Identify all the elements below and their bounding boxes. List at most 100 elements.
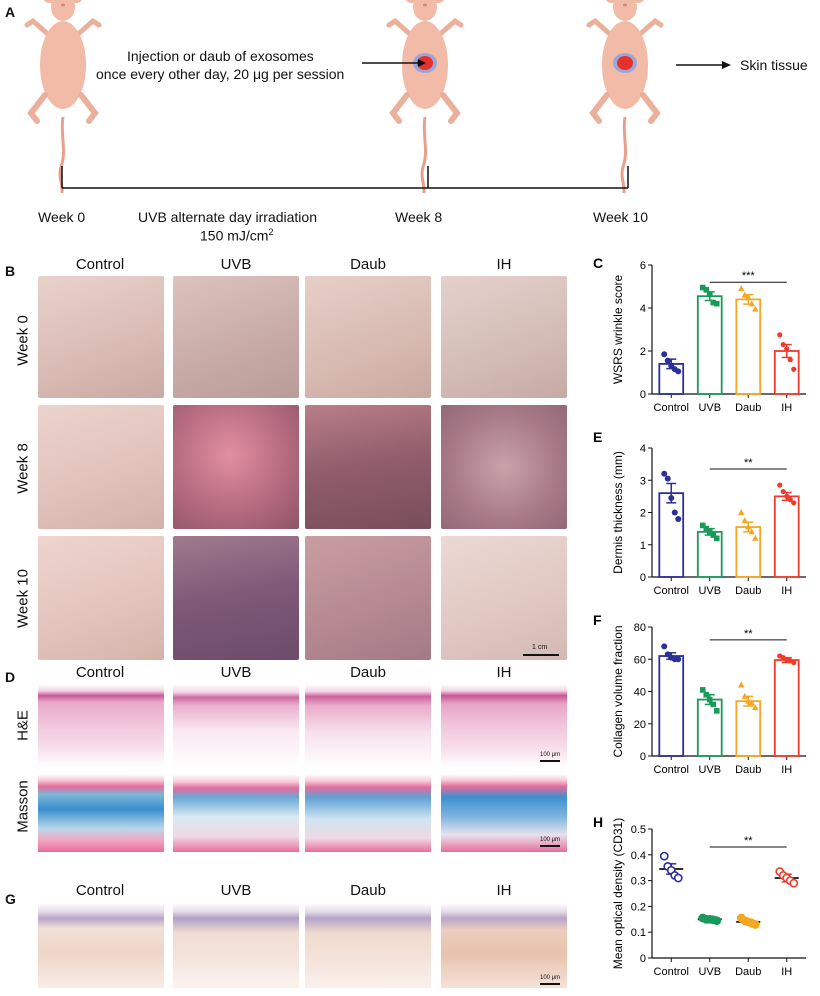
chart-e-ytick-label-3: 3	[640, 475, 646, 487]
chart-e-ytick-label-4: 4	[640, 443, 646, 455]
g-scale-label: 100 μm	[540, 975, 561, 981]
chart-c-point-daub-3	[748, 300, 755, 307]
chart-f-ylabel: Collagen volume fraction	[611, 625, 625, 757]
panel-b-letter: B	[5, 263, 16, 279]
photo-control-week0	[38, 276, 164, 398]
chart-c-point-uvb-4	[713, 300, 720, 307]
chart-f-xlabel-daub: Daub	[735, 764, 761, 776]
photo-ih-week10	[441, 536, 567, 660]
chart-e-xlabel-uvb: UVB	[698, 585, 721, 597]
b-col-daub: Daub	[350, 256, 386, 273]
chart-c-point-uvb-1	[703, 286, 710, 293]
chart-e-point-daub-1	[741, 517, 748, 524]
d-col-daub: Daub	[350, 664, 386, 681]
chart-e-point-ih-4	[791, 500, 797, 506]
week8-label: Week 8	[395, 209, 443, 225]
chart-c-point-ih-2	[784, 346, 790, 352]
chart-h-xlabel-uvb: UVB	[698, 966, 721, 978]
chart-h-point-control-0	[659, 851, 669, 861]
chart-c-point-control-4	[675, 368, 682, 375]
he-control	[38, 684, 164, 767]
chart-c-ytick-label-4: 4	[640, 303, 646, 315]
masson-control	[38, 774, 164, 852]
b-col-control: Control	[75, 256, 125, 273]
chart-c-bar-daub	[735, 298, 762, 395]
chart-f-point-uvb-2	[706, 696, 713, 703]
photo-control-week10	[38, 536, 164, 660]
b-scale-bar	[523, 654, 559, 656]
chart-c-point-control-1	[664, 357, 671, 364]
chart-c-ytick-label-6: 6	[640, 260, 646, 272]
photo-uvb-week8	[173, 405, 299, 529]
photo-ih-week8	[441, 405, 567, 529]
cd31-ih	[441, 903, 567, 988]
chart-c-bar-uvb	[696, 295, 723, 395]
chart-e-point-ih-3	[787, 497, 793, 503]
chart-c-point-ih-4	[791, 366, 797, 372]
chart-h-ytick-label-0: 0	[640, 953, 646, 965]
g-col-uvb: UVB	[220, 882, 252, 899]
chart-c-point-uvb-2	[706, 291, 713, 297]
chart-f-point-control-4	[675, 656, 682, 663]
chart-c-ytick-label-0: 0	[640, 389, 646, 401]
cd31-uvb	[173, 903, 299, 988]
chart-c-point-control-0	[661, 351, 668, 358]
masson-ih	[441, 774, 567, 852]
chart-f-xlabel-ih: IH	[781, 764, 792, 776]
b-col-ih: IH	[496, 256, 512, 273]
mouse-week10-icon	[589, 0, 661, 193]
chart-c-xlabel-ih: IH	[781, 402, 792, 414]
photo-daub-week0	[305, 276, 431, 398]
photo-uvb-week0	[173, 276, 299, 398]
chart-f-letter: F	[593, 612, 602, 628]
chart-h-ytick-label-0.1: 0.1	[631, 927, 646, 939]
d-col-control: Control	[75, 664, 125, 681]
chart-f-ytick-label-60: 60	[634, 654, 646, 666]
chart-c-point-daub-2	[745, 293, 752, 300]
uvb-label-line2: 150 mJ/cm2	[200, 227, 274, 244]
chart-c-point-ih-3	[787, 357, 793, 363]
chart-f-xlabel-uvb: UVB	[698, 764, 721, 776]
chart-e-point-uvb-0	[699, 522, 706, 529]
chart-h-ytick-label-0.3: 0.3	[631, 876, 646, 888]
g-col-control: Control	[75, 882, 125, 899]
chart-c-ytick-label-2: 2	[640, 346, 646, 358]
photo-daub-week8	[305, 405, 431, 529]
panel-a-letter: A	[5, 4, 16, 20]
chart-e-point-daub-3	[748, 528, 755, 535]
chart-e-point-control-0	[661, 470, 668, 477]
he-uvb	[173, 684, 299, 767]
chart-f-point-uvb-0	[699, 687, 706, 693]
d-col-ih: IH	[496, 664, 512, 681]
chart-c-point-daub-1	[741, 291, 748, 298]
injection-label-line1: Injection or daub of exosomes	[127, 48, 314, 64]
chart-e-ylabel: Dermis thickness (mm)	[611, 451, 625, 574]
b-col-uvb: UVB	[220, 256, 252, 273]
chart-e-point-uvb-4	[713, 535, 720, 542]
week0-label: Week 0	[38, 209, 86, 225]
chart-c-ylabel: WSRS wrinkle score	[611, 275, 625, 385]
chart-e-point-daub-4	[752, 534, 759, 541]
d-he-scale-label: 100 μm	[540, 752, 561, 758]
timeline-illustration	[0, 0, 731, 250]
b-scale-label: 1 cm	[532, 644, 548, 651]
cd31-daub	[305, 903, 431, 988]
chart-f-sig-label: **	[744, 628, 753, 640]
chart-c-xlabel-daub: Daub	[735, 402, 761, 414]
chart-h-point-control-4	[673, 873, 683, 883]
chart-f-bar-control	[658, 655, 685, 757]
masson-uvb	[173, 774, 299, 852]
d-masson-scale-bar	[540, 845, 560, 847]
chart-e-ytick-label-2: 2	[640, 508, 646, 520]
week10-label: Week 10	[593, 209, 648, 225]
skin-tissue-label: Skin tissue	[740, 57, 808, 73]
chart-c-point-daub-0	[738, 285, 745, 292]
chart-f-ytick-label-80: 80	[634, 622, 646, 634]
chart-f-ytick-label-20: 20	[634, 719, 646, 731]
masson-daub	[305, 774, 431, 852]
photo-control-week8	[38, 405, 164, 529]
panel-g-letter: G	[5, 891, 16, 907]
chart-e-point-daub-0	[738, 509, 745, 515]
